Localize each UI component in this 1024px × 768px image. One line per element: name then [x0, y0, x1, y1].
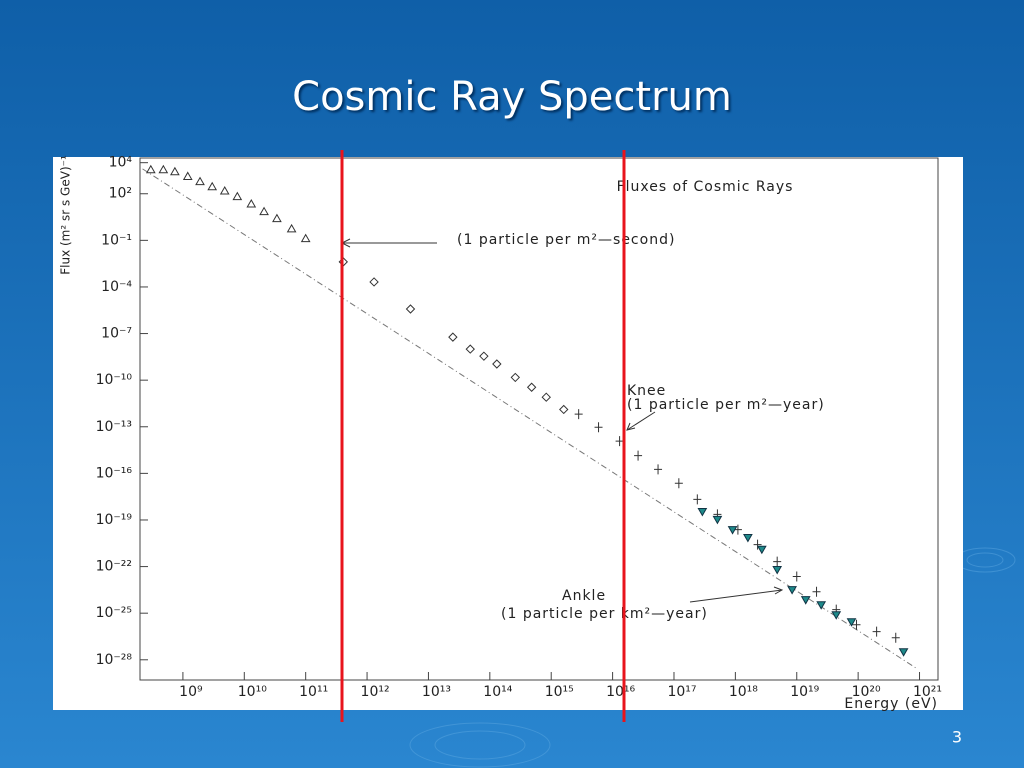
y-tick-label: 10⁻¹	[101, 232, 132, 248]
y-tick-label: 10⁴	[109, 155, 133, 171]
ripples	[409, 547, 1016, 768]
reference-line	[142, 168, 917, 669]
data-point	[654, 464, 663, 475]
data-point	[541, 392, 551, 402]
data-point	[510, 372, 521, 383]
data-point	[259, 206, 269, 216]
data-point	[697, 508, 708, 517]
page-number: 3	[952, 728, 962, 747]
data-point	[674, 478, 683, 489]
plot: 10⁹ 10¹⁰ 10¹¹ 10¹² 10¹³ 10¹⁴ 10¹⁵ 10¹⁶ 10¹⁷ 10¹⁸ 1…	[96, 155, 942, 700]
data-point	[405, 304, 416, 314]
y-tick-label: 10⁻¹⁰	[96, 372, 133, 388]
data-point	[246, 198, 257, 208]
data-point	[300, 233, 311, 243]
data-point	[712, 515, 723, 525]
x-tick-label: 10¹⁵	[545, 684, 574, 700]
x-axis-label: Energy (eV)	[844, 696, 938, 712]
data-point	[727, 526, 738, 535]
y-tick-label: 10⁻¹³	[96, 419, 132, 435]
y-axis-label: Flux (m² sr s GeV)⁻¹	[59, 155, 73, 275]
x-tick-label: 10¹⁴	[483, 684, 512, 700]
data-point	[615, 436, 624, 447]
data-point	[232, 191, 243, 201]
data-point	[465, 344, 475, 354]
x-tick-label: 10⁹	[179, 684, 203, 700]
data-point	[170, 166, 180, 176]
x-tick-label: 10¹³	[422, 684, 451, 700]
data-point	[872, 626, 881, 637]
data-point	[158, 164, 169, 174]
data-point	[792, 571, 801, 582]
slide-title: Cosmic Ray Spectrum	[292, 74, 732, 120]
data-point	[772, 565, 783, 575]
x-tick-label: 10¹⁸	[729, 684, 758, 700]
annotation: Knee	[627, 383, 666, 399]
chart-panel	[53, 157, 963, 710]
data-point	[492, 359, 502, 369]
y-tick-label: 10⁻²²	[96, 559, 132, 575]
x-tick-label: 10¹⁶	[606, 684, 635, 700]
annotation: Ankle	[562, 588, 606, 604]
chart-title: Fluxes of Cosmic Rays	[617, 179, 794, 195]
data-point	[831, 611, 842, 620]
y-tick-label: 10⁻⁷	[101, 326, 132, 342]
data-point	[634, 450, 643, 461]
data-point	[787, 586, 797, 595]
data-point	[753, 539, 762, 550]
data-point	[219, 186, 230, 195]
x-tick-label: 10¹²	[361, 684, 390, 700]
plot-frame	[139, 157, 939, 681]
annotation: (1 particle per km²—year)	[501, 606, 708, 622]
data-point	[773, 556, 782, 567]
data-point	[816, 601, 827, 610]
annotation: (1 particle per m²—year)	[627, 397, 825, 413]
data-point	[526, 382, 537, 392]
y-tick-label: 10⁻⁴	[101, 279, 132, 295]
data-point	[559, 404, 569, 415]
data-point	[852, 619, 861, 630]
y-tick-label: 10⁻¹⁶	[96, 465, 133, 481]
x-tick-label: 10¹⁷	[667, 684, 696, 700]
data-point	[207, 181, 218, 191]
data-point	[800, 596, 811, 605]
data-point	[369, 277, 379, 287]
data-point	[448, 332, 458, 342]
data-point	[286, 223, 297, 233]
data-point	[756, 545, 767, 555]
x-tick-label: 10¹⁹	[790, 684, 819, 700]
x-tick-label: 10¹⁰	[238, 684, 267, 700]
x-tick-label: 10¹¹	[299, 684, 328, 700]
data-point	[195, 176, 205, 186]
data-point	[891, 632, 900, 643]
data-point	[693, 494, 702, 505]
data-point	[743, 534, 753, 543]
data-point	[272, 213, 282, 223]
x-tick-label: 10²¹	[913, 684, 942, 700]
data-point	[812, 586, 821, 597]
data-point	[898, 648, 909, 657]
data-point	[574, 409, 583, 420]
x-tick-label: 10²⁰	[852, 684, 881, 700]
data-point	[182, 171, 193, 180]
y-tick-label: 10⁻²⁸	[96, 652, 133, 668]
y-tick-label: 10²	[109, 186, 132, 202]
data-point	[846, 618, 857, 627]
data-point	[594, 422, 603, 433]
data-point	[145, 164, 156, 174]
y-tick-label: 10⁻¹⁹	[96, 512, 133, 528]
annotation: (1 particle per m²—second)	[457, 232, 675, 248]
data-point	[479, 351, 489, 361]
y-tick-label: 10⁻²⁵	[96, 605, 132, 621]
